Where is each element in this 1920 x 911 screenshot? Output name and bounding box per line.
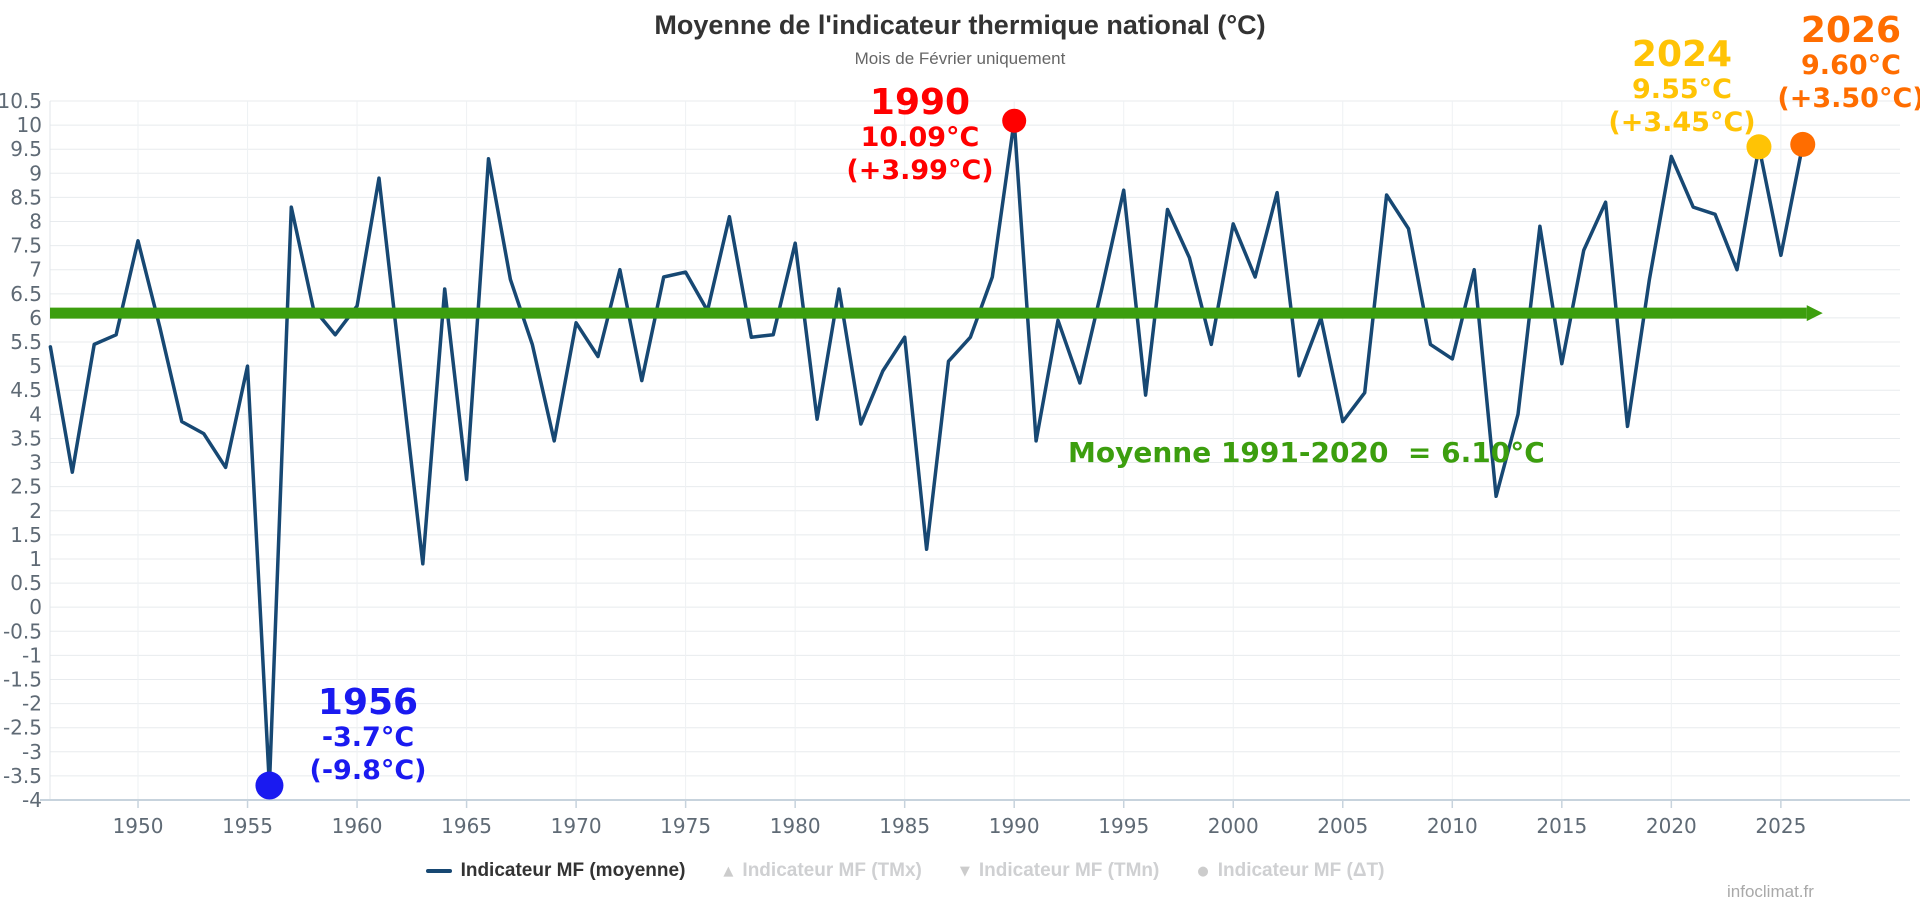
annotation-temp: 10.09°C bbox=[860, 121, 980, 153]
y-axis-label: 5.5 bbox=[10, 330, 42, 354]
x-axis-label: 1965 bbox=[441, 814, 492, 838]
legend-item-tmx[interactable]: ▲ Indicateur MF (TMx) bbox=[723, 860, 921, 882]
highlight-dot-1956 bbox=[255, 771, 284, 800]
y-axis-label: 6.5 bbox=[10, 282, 42, 306]
x-axis-label: 1975 bbox=[660, 814, 711, 838]
y-axis-label: 2.5 bbox=[10, 475, 42, 499]
annotation-1990: 1990 10.09°C (+3.99°C) bbox=[846, 84, 993, 188]
y-axis-label: 6 bbox=[29, 306, 42, 330]
y-axis-label: 5 bbox=[29, 354, 42, 378]
legend-item-deltat[interactable]: ● Indicateur MF (ΔT) bbox=[1197, 860, 1384, 882]
y-axis-label: 7.5 bbox=[10, 234, 42, 258]
annotation-year: 2026 bbox=[1800, 10, 1902, 51]
y-axis-label: -3.5 bbox=[3, 764, 42, 788]
y-axis-label: 2 bbox=[29, 499, 42, 523]
annotation-1956: 1956 -3.7°C (-9.8°C) bbox=[309, 684, 426, 788]
highlight-dot-1990 bbox=[1002, 108, 1027, 133]
y-axis-label: 1.5 bbox=[10, 523, 42, 547]
annotation-temp: -3.7°C bbox=[321, 721, 415, 753]
x-axis-label: 1960 bbox=[332, 814, 383, 838]
y-axis-label: 10.5 bbox=[0, 89, 42, 113]
x-axis-label: 2010 bbox=[1427, 814, 1478, 838]
y-axis-label: 8 bbox=[29, 210, 42, 234]
annotation-2024: 2024 9.55°C (+3.45°C) bbox=[1608, 36, 1755, 140]
y-axis-label: 4 bbox=[29, 402, 42, 426]
annotation-anomaly: (+3.99°C) bbox=[846, 154, 994, 186]
average-line-label: Moyenne 1991-2020 = 6.10°C bbox=[1068, 436, 1545, 469]
page-title: Moyenne de l'indicateur thermique nation… bbox=[654, 10, 1266, 40]
y-axis-label: 9.5 bbox=[10, 137, 42, 161]
annotation-year: 1956 bbox=[317, 682, 419, 723]
annotation-anomaly: (+3.50°C) bbox=[1777, 82, 1920, 114]
y-axis-label: -2.5 bbox=[3, 716, 42, 740]
x-axis-label: 1990 bbox=[989, 814, 1040, 838]
data-line bbox=[48, 119, 1805, 788]
annotation-year: 1990 bbox=[869, 82, 971, 123]
legend-label: Indicateur MF (ΔT) bbox=[1217, 860, 1385, 881]
triangle-up-icon: ▲ bbox=[723, 863, 734, 879]
annotation-temp: 9.60°C bbox=[1801, 49, 1901, 81]
triangle-down-icon: ▼ bbox=[959, 863, 970, 879]
x-axis-label: 1955 bbox=[222, 814, 273, 838]
x-axis-label: 2005 bbox=[1317, 814, 1368, 838]
legend: Indicateur MF (moyenne) ▲ Indicateur MF … bbox=[0, 860, 1920, 882]
annotation-anomaly: (+3.45°C) bbox=[1608, 106, 1756, 138]
y-axis-label: -4 bbox=[22, 788, 42, 812]
y-axis-label: 3 bbox=[29, 451, 42, 475]
annotation-temp: 9.55°C bbox=[1632, 73, 1732, 105]
y-axis-label: 1 bbox=[29, 547, 42, 571]
highlight-dot-2024 bbox=[1746, 134, 1772, 160]
y-axis-label: 7 bbox=[29, 258, 42, 282]
legend-item-moyenne[interactable]: Indicateur MF (moyenne) bbox=[425, 860, 686, 882]
watermark-infoclimat: infoclimat.fr bbox=[1727, 882, 1814, 901]
x-axis-label: 1980 bbox=[770, 814, 821, 838]
x-axis-label: 2015 bbox=[1536, 814, 1587, 838]
legend-item-tmn[interactable]: ▼ Indicateur MF (TMn) bbox=[960, 860, 1159, 882]
x-axis-label: 2000 bbox=[1208, 814, 1259, 838]
y-axis-label: 3.5 bbox=[10, 426, 42, 450]
y-axis-label: 4.5 bbox=[10, 378, 42, 402]
page-subtitle: Mois de Février uniquement bbox=[854, 49, 1066, 68]
x-axis-label: 1950 bbox=[113, 814, 164, 838]
y-axis-label: 8.5 bbox=[10, 185, 42, 209]
y-axis-label: 9 bbox=[29, 161, 42, 185]
y-axis-label: -3 bbox=[22, 740, 42, 764]
line-marker-icon bbox=[425, 869, 452, 873]
annotation-anomaly: (-9.8°C) bbox=[309, 754, 427, 786]
reference-line-arrow bbox=[1806, 305, 1823, 322]
circle-marker-icon: ● bbox=[1197, 863, 1209, 879]
annotation-year: 2024 bbox=[1631, 34, 1733, 75]
highlight-dot-2026 bbox=[1790, 131, 1816, 157]
x-axis-label: 1995 bbox=[1098, 814, 1149, 838]
y-axis-label: -1.5 bbox=[3, 667, 42, 691]
x-axis-label: 1970 bbox=[551, 814, 602, 838]
x-axis-label: 1985 bbox=[879, 814, 930, 838]
y-axis-label: 0.5 bbox=[10, 571, 42, 595]
annotation-2026: 2026 9.60°C (+3.50°C) bbox=[1777, 12, 1920, 116]
legend-label: Indicateur MF (TMx) bbox=[742, 860, 922, 881]
y-axis-label: -1 bbox=[22, 643, 42, 667]
x-axis-label: 2020 bbox=[1646, 814, 1697, 838]
y-axis-label: 10 bbox=[17, 113, 42, 137]
legend-label: Indicateur MF (TMn) bbox=[978, 860, 1160, 881]
y-axis-label: -0.5 bbox=[3, 619, 42, 643]
y-axis-label: 0 bbox=[29, 595, 42, 619]
legend-label: Indicateur MF (moyenne) bbox=[460, 860, 686, 881]
y-axis-label: -2 bbox=[22, 692, 42, 716]
x-axis-label: 2025 bbox=[1755, 814, 1806, 838]
